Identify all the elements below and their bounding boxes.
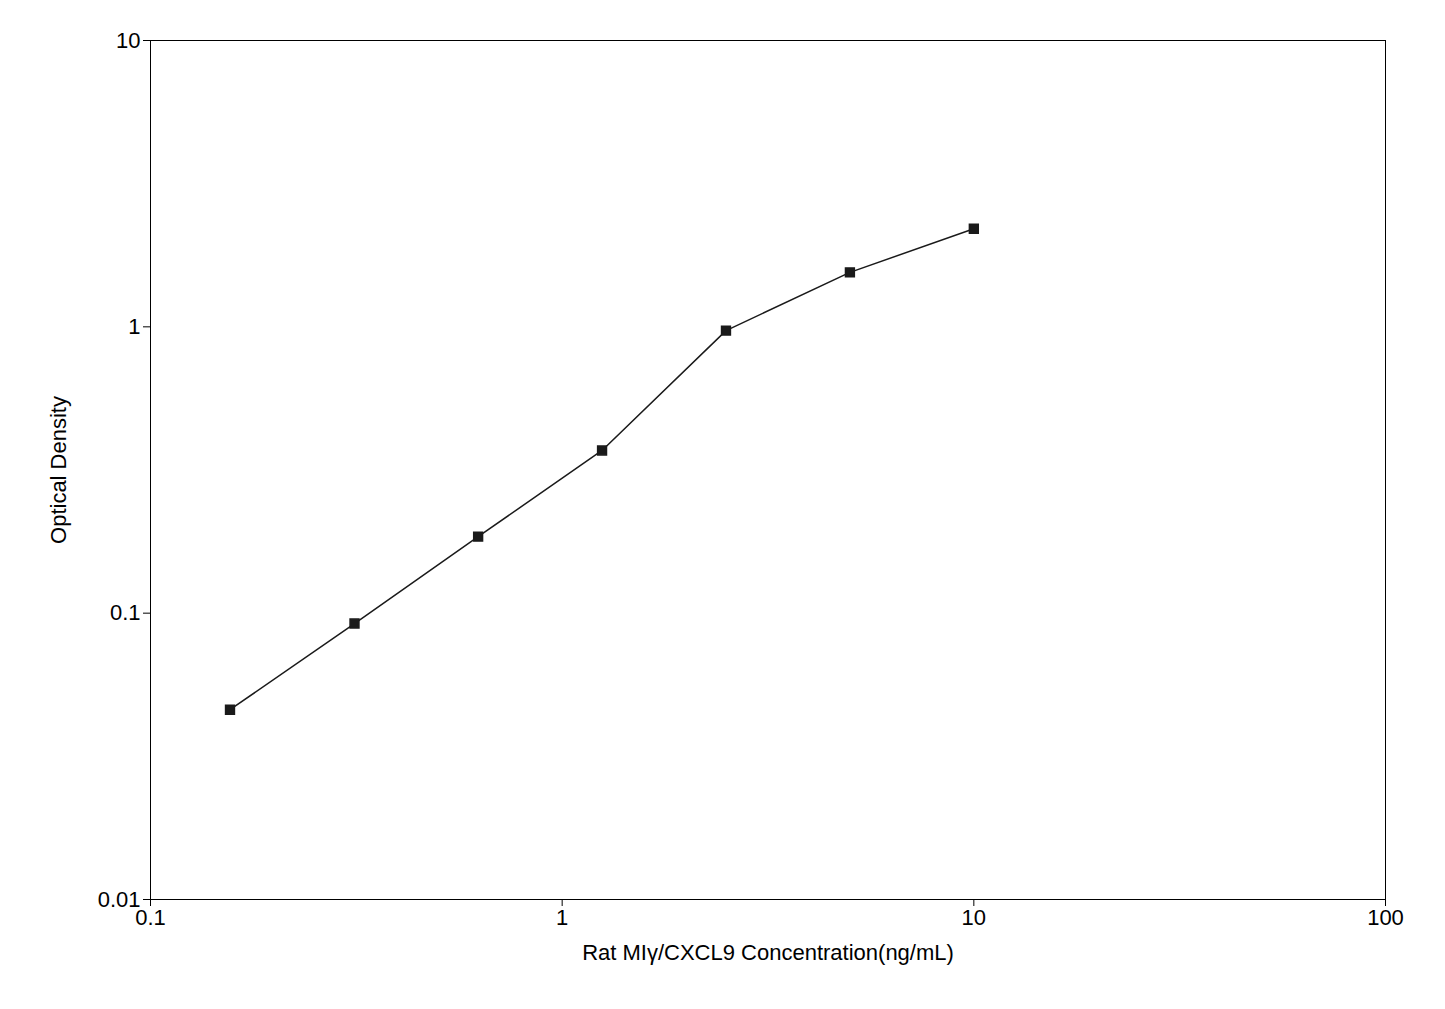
svg-text:0.1: 0.1 — [135, 905, 166, 931]
svg-text:Optical Density: Optical Density — [46, 396, 71, 544]
svg-text:Rat MIγ/CXCL9 Concentration(ng: Rat MIγ/CXCL9 Concentration(ng/mL) — [582, 940, 954, 965]
svg-text:100: 100 — [1367, 905, 1404, 930]
svg-text:10: 10 — [116, 28, 140, 53]
svg-text:10: 10 — [962, 905, 986, 930]
svg-text:1: 1 — [128, 314, 140, 339]
svg-text:0.01: 0.01 — [98, 887, 141, 912]
svg-text:0.1: 0.1 — [110, 600, 141, 625]
svg-text:1: 1 — [556, 905, 568, 930]
